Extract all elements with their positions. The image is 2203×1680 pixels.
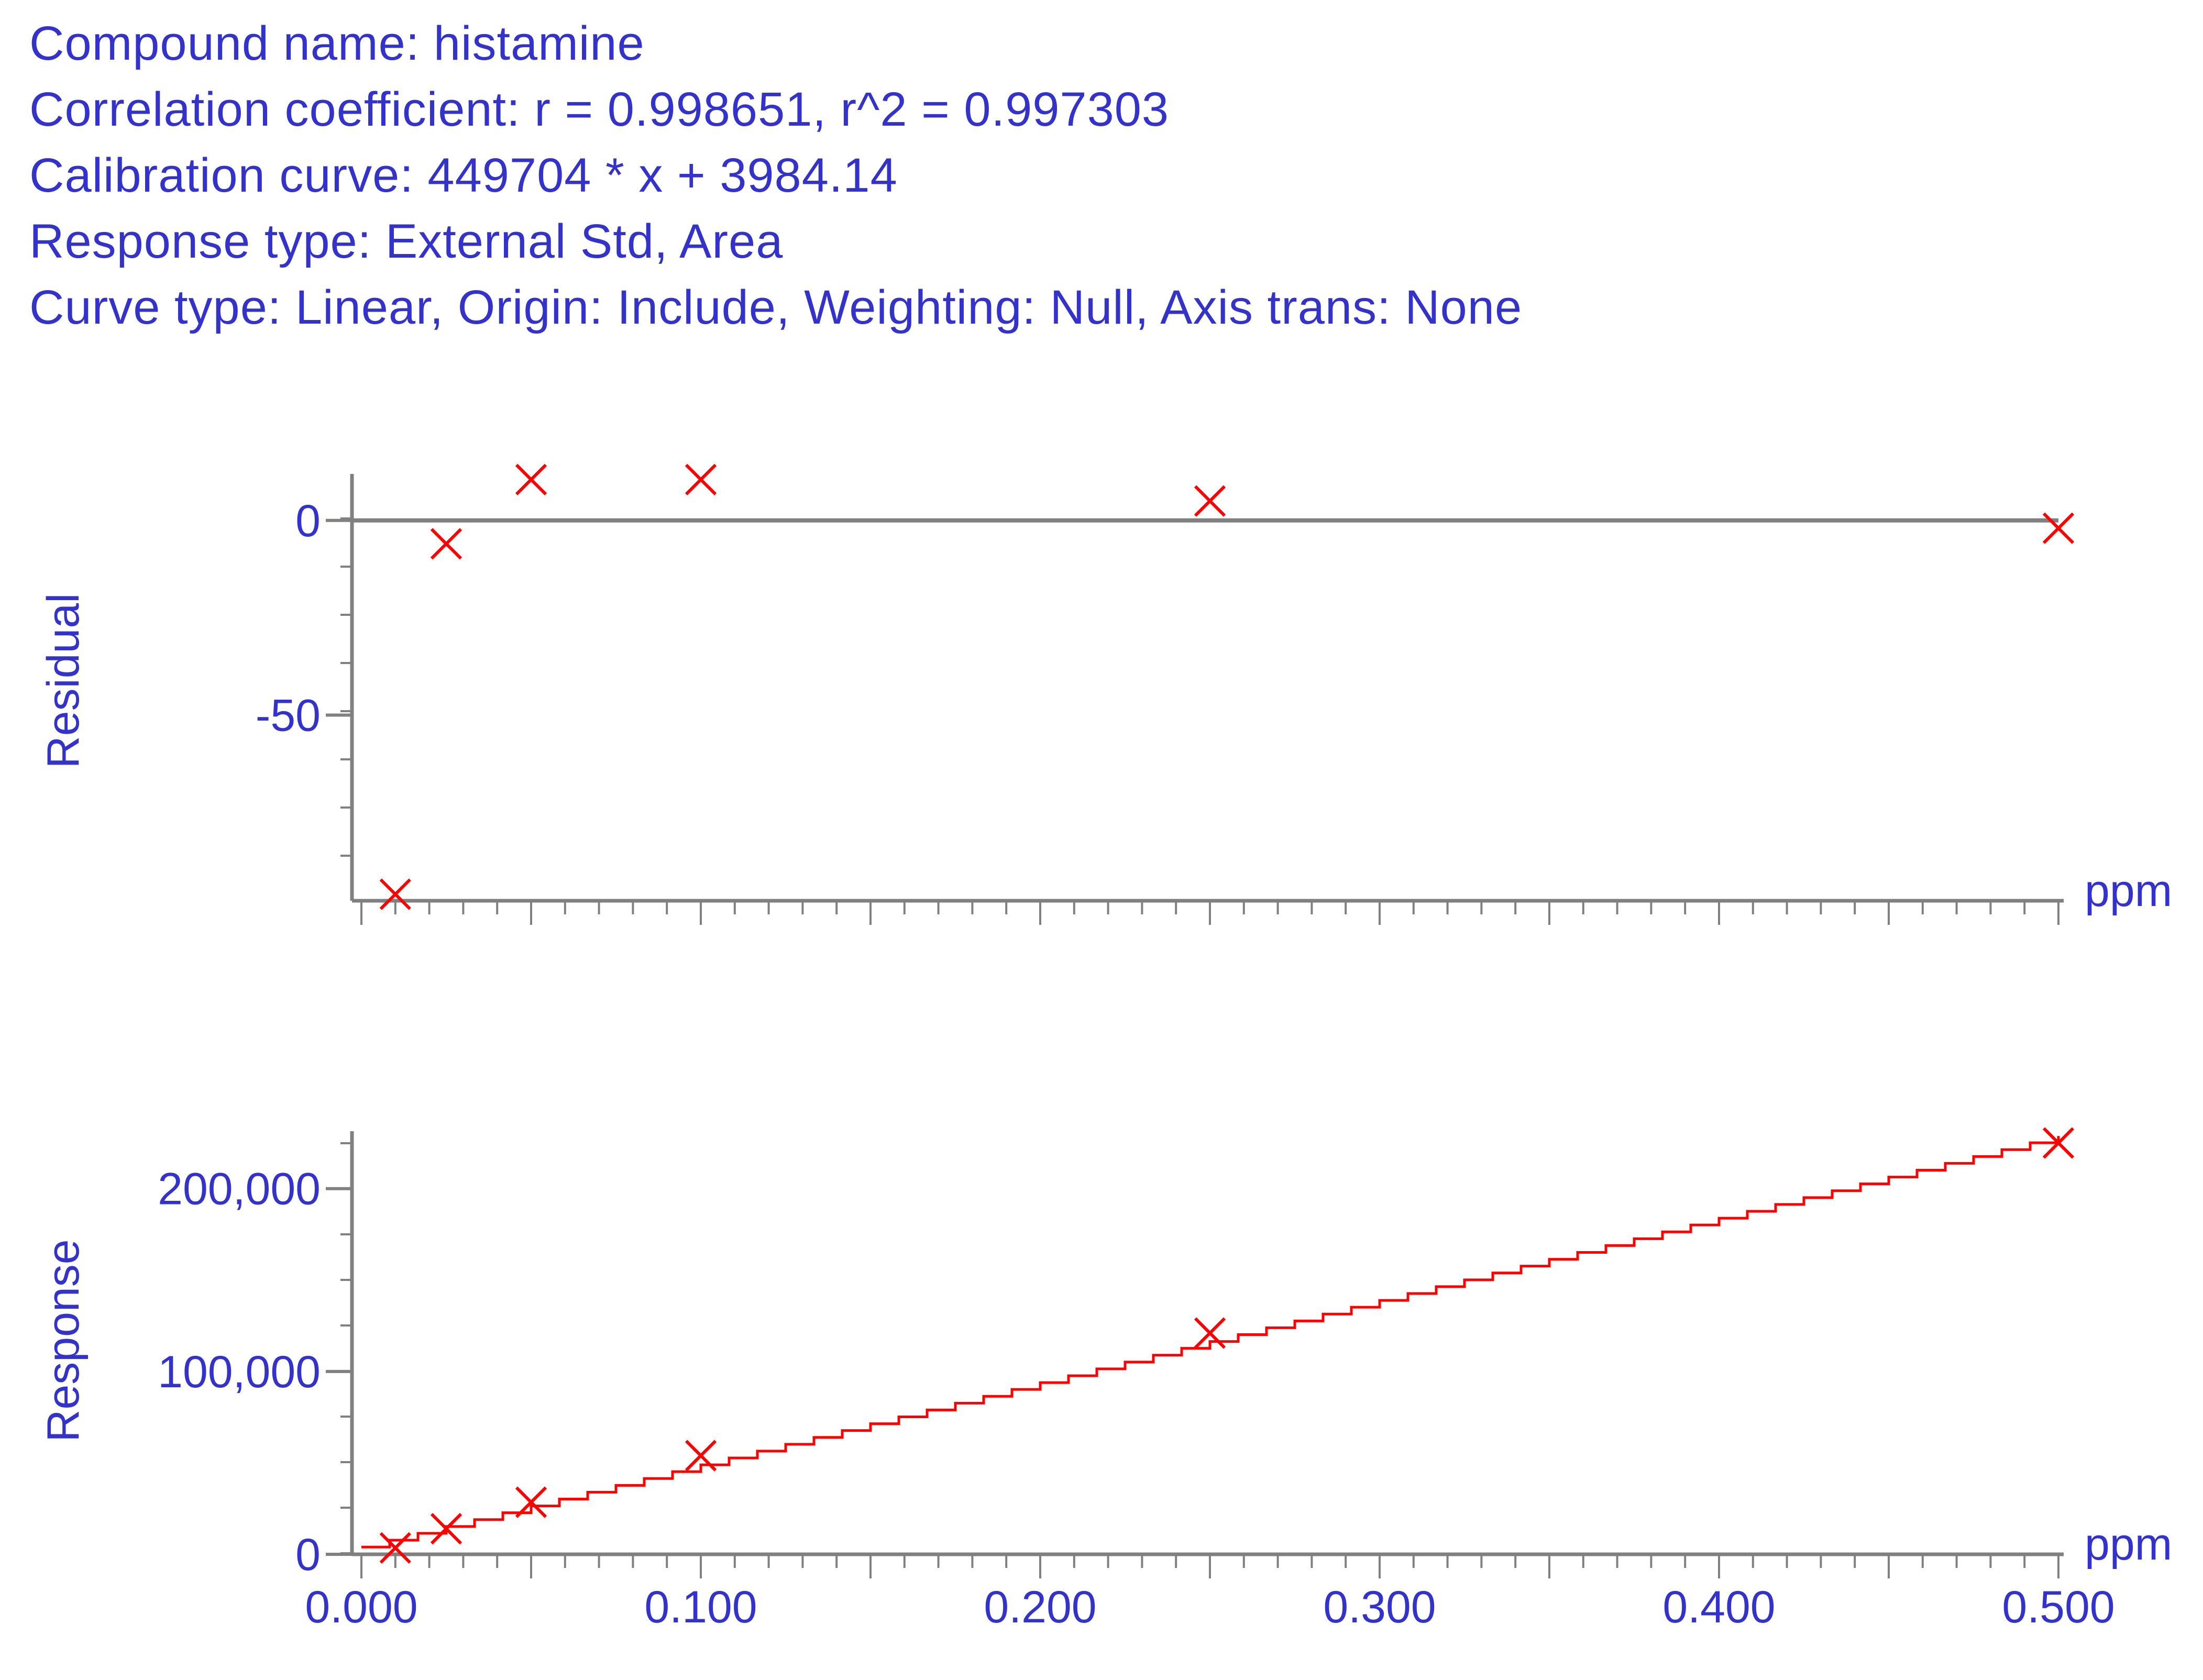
data-point xyxy=(515,1486,547,1518)
data-point xyxy=(685,463,717,495)
data-point xyxy=(515,463,547,495)
chart-header: Compound name: histamine Correlation coe… xyxy=(29,10,1522,340)
x-tick-label: 0.500 xyxy=(2002,1582,2114,1632)
x-tick-label: 0.100 xyxy=(644,1582,757,1632)
y-minor-ticks xyxy=(340,517,352,857)
data-point xyxy=(2042,1127,2075,1159)
y-tick-label: 0 xyxy=(295,1530,321,1580)
residual-panel: 0 -50 ppm Residual xyxy=(38,463,2172,925)
x-tick-label: 0.000 xyxy=(305,1582,417,1632)
x-tick-label: 0.400 xyxy=(1662,1582,1775,1632)
y-tick-label: -50 xyxy=(256,691,321,741)
x-minor-ticks xyxy=(360,901,2059,925)
x-unit-label: ppm xyxy=(2085,1519,2172,1570)
y-axis-title: Residual xyxy=(38,593,89,769)
y-tick-label: 100,000 xyxy=(158,1347,321,1397)
data-point xyxy=(1194,485,1226,517)
x-tick-label: 0.200 xyxy=(984,1582,1096,1632)
y-tick-label: 200,000 xyxy=(158,1164,321,1214)
fit-line xyxy=(361,1136,2060,1549)
curve-type-label: Curve type: Linear, Origin: Include, Wei… xyxy=(29,281,1523,334)
correlation-coefficient-label: Correlation coefficient: r = 0.998651, r… xyxy=(29,83,1170,136)
y-tick-label: 0 xyxy=(295,496,321,546)
data-point xyxy=(379,1532,411,1564)
data-point xyxy=(2042,512,2075,544)
data-point xyxy=(379,878,411,910)
compound-name-label: Compound name: histamine xyxy=(29,17,645,70)
y-axis-title: Response xyxy=(38,1239,89,1442)
data-point xyxy=(430,1513,462,1545)
calibration-curve-label: Calibration curve: 449704 * x + 3984.14 xyxy=(29,149,898,202)
x-unit-label: ppm xyxy=(2085,866,2172,916)
data-point xyxy=(430,528,462,560)
x-tick-label: 0.300 xyxy=(1323,1582,1436,1632)
x-minor-ticks xyxy=(360,1554,2059,1578)
data-point xyxy=(1194,1317,1226,1349)
response-type-label: Response type: External Std, Area xyxy=(29,215,784,268)
response-panel: 0 100,000 200,000 ppm Response 0.000 0.100 0.20… xyxy=(38,1127,2172,1632)
data-point xyxy=(685,1440,717,1472)
